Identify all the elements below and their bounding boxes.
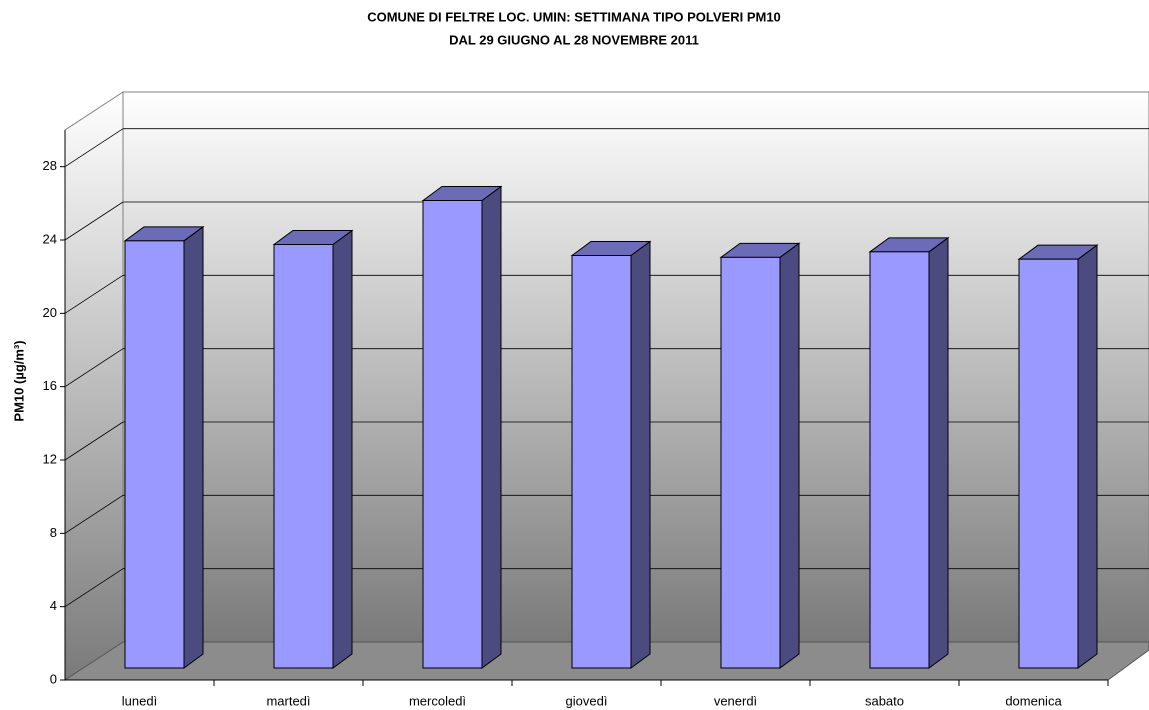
bar-side <box>183 225 204 669</box>
bar-side <box>332 229 353 669</box>
grid-line <box>64 274 124 314</box>
y-tick-label: 12 <box>43 451 57 466</box>
bar <box>720 256 781 669</box>
grid-line <box>64 128 124 168</box>
x-tick-label: martedì <box>266 693 310 708</box>
bar-side <box>779 242 800 669</box>
bar <box>273 244 334 669</box>
grid-line <box>64 421 124 461</box>
y-tick-label: 24 <box>43 231 57 246</box>
bar <box>422 200 483 669</box>
y-tick-label: 0 <box>50 671 57 686</box>
grid-line <box>64 348 124 388</box>
side-wall <box>64 91 124 681</box>
bar <box>124 240 185 669</box>
bar <box>869 251 930 669</box>
chart-title: COMUNE DI FELTRE LOC. UMIN: SETTIMANA TI… <box>367 9 781 24</box>
y-axis-label: PM10 (µg/m³) <box>11 340 26 421</box>
y-tick-label: 20 <box>43 305 57 320</box>
grid-line <box>64 568 124 608</box>
x-tick-label: domenica <box>1005 693 1062 708</box>
x-tick-label: sabato <box>865 693 904 708</box>
y-tick-label: 4 <box>50 598 57 613</box>
grid-line <box>64 494 124 534</box>
bar-side <box>928 236 949 669</box>
y-tick-label: 28 <box>43 158 57 173</box>
chart-subtitle: DAL 29 GIUGNO AL 28 NOVEMBRE 2011 <box>449 32 699 47</box>
x-tick-label: mercoledì <box>409 693 466 708</box>
y-tick-label: 16 <box>43 378 57 393</box>
bar-side <box>630 240 651 669</box>
x-tick-label: lunedì <box>122 693 157 708</box>
y-tick-label: 8 <box>50 525 57 540</box>
x-tick-label: giovedì <box>566 693 608 708</box>
grid-line <box>64 201 124 241</box>
bar <box>571 255 632 669</box>
bar-side <box>1077 244 1098 669</box>
x-tick-label: venerdì <box>714 693 757 708</box>
bar <box>1018 258 1079 669</box>
bar-side <box>481 185 502 669</box>
